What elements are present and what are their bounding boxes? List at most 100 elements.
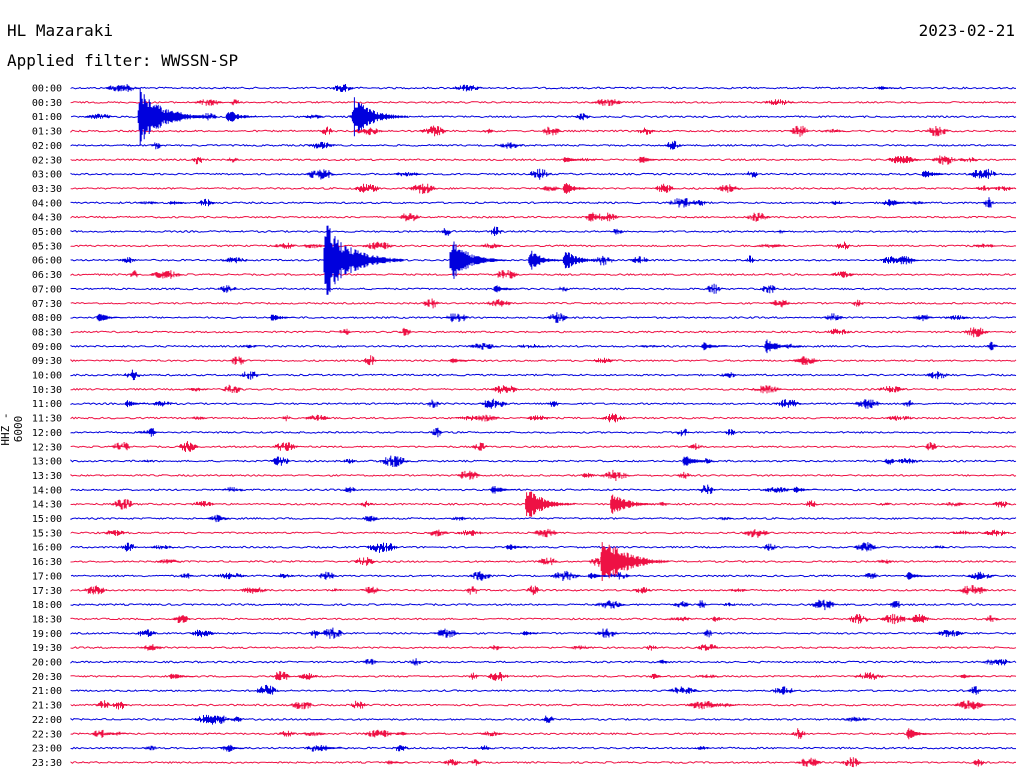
date-label: 2023-02-21 — [918, 21, 1015, 40]
noise-burst — [591, 357, 615, 364]
trace-1230 — [70, 445, 1017, 449]
noise-burst — [894, 458, 922, 464]
trace-0400 — [70, 201, 1017, 205]
event-2230-26.5 — [906, 728, 937, 740]
noise-burst — [697, 674, 720, 679]
noise-burst — [762, 99, 795, 105]
event-0900-20 — [701, 342, 730, 351]
event-1900-14.3 — [522, 631, 548, 636]
noise-burst — [140, 644, 163, 651]
noise-burst — [470, 759, 481, 766]
noise-burst — [656, 659, 671, 664]
row-time-label: 20:30 — [32, 672, 62, 683]
noise-burst — [134, 629, 158, 637]
noise-burst — [878, 502, 891, 506]
row-time-label: 11:30 — [32, 414, 62, 425]
noise-burst — [568, 645, 593, 650]
row-time-label: 22:00 — [32, 715, 62, 726]
noise-burst — [810, 599, 838, 611]
noise-burst — [852, 672, 886, 680]
noise-burst — [541, 126, 563, 136]
row-time-label: 18:30 — [32, 614, 62, 625]
noise-burst — [270, 456, 290, 466]
row-time-label: 17:30 — [32, 586, 62, 597]
noise-burst — [96, 700, 113, 708]
row-time-label: 21:30 — [32, 701, 62, 712]
noise-burst — [230, 716, 245, 722]
noise-burst — [760, 285, 778, 294]
trace-1600 — [70, 545, 1017, 549]
noise-burst — [541, 715, 555, 723]
noise-burst — [271, 442, 299, 451]
event-0300-27 — [922, 170, 951, 178]
noise-burst — [478, 243, 504, 249]
noise-burst — [493, 270, 520, 279]
noise-burst — [392, 745, 410, 752]
noise-burst — [696, 600, 708, 608]
noise-burst — [523, 415, 553, 421]
row-time-label: 04:30 — [32, 213, 62, 224]
noise-burst — [112, 701, 128, 710]
noise-burst — [719, 372, 738, 378]
noise-burst — [654, 183, 676, 193]
noise-burst — [331, 588, 343, 592]
row-time-label: 09:30 — [32, 356, 62, 367]
noise-burst — [178, 441, 199, 452]
event-1400-22.9 — [792, 486, 820, 493]
noise-burst — [103, 731, 130, 736]
noise-burst — [331, 84, 355, 92]
noise-burst — [540, 186, 561, 192]
noise-burst — [471, 442, 488, 451]
trace-0200 — [70, 143, 1017, 147]
row-time-label: 05:30 — [32, 241, 62, 252]
noise-burst — [207, 514, 230, 523]
noise-burst — [773, 399, 802, 408]
noise-burst — [299, 244, 328, 249]
noise-burst — [442, 759, 462, 766]
noise-burst — [770, 686, 798, 695]
noise-burst — [362, 729, 396, 738]
noise-burst — [466, 586, 479, 595]
noise-burst — [140, 459, 153, 463]
noise-burst — [776, 229, 786, 234]
noise-burst — [825, 328, 851, 335]
trace-2100 — [70, 689, 1017, 693]
noise-burst — [190, 631, 216, 637]
noise-burst — [795, 757, 823, 767]
noise-burst — [359, 500, 373, 508]
noise-burst — [430, 427, 443, 438]
row-time-label: 21:00 — [32, 686, 62, 697]
noise-burst — [665, 140, 683, 150]
noise-burst — [478, 745, 494, 750]
event-0100-8.9 — [351, 97, 408, 137]
noise-burst — [953, 700, 988, 710]
trace-2000 — [70, 660, 1017, 664]
noise-burst — [136, 201, 161, 205]
trace-0500 — [70, 229, 1017, 233]
row-time-label: 13:30 — [32, 471, 62, 482]
noise-burst — [931, 155, 958, 165]
noise-burst — [600, 469, 631, 481]
noise-burst — [664, 616, 697, 622]
trace-0830 — [70, 330, 1017, 334]
noise-burst — [693, 644, 722, 651]
trace-1730 — [70, 588, 1017, 592]
trace-2300 — [70, 746, 1016, 750]
event-0400-3.1 — [169, 200, 196, 205]
noise-burst — [399, 213, 421, 222]
noise-burst — [197, 198, 216, 207]
noise-burst — [972, 759, 986, 767]
noise-burst — [762, 543, 779, 551]
noise-burst — [239, 371, 261, 380]
noise-burst — [932, 545, 948, 549]
row-time-label: 12:00 — [32, 428, 62, 439]
noise-burst — [217, 285, 239, 293]
noise-burst — [420, 125, 449, 137]
noise-burst — [111, 442, 132, 451]
noise-burst — [537, 557, 559, 566]
event-0400-26 — [890, 200, 917, 205]
noise-burst — [179, 573, 195, 579]
noise-burst — [546, 401, 560, 407]
row-time-label: 23:00 — [32, 744, 62, 755]
noise-burst — [629, 256, 650, 264]
